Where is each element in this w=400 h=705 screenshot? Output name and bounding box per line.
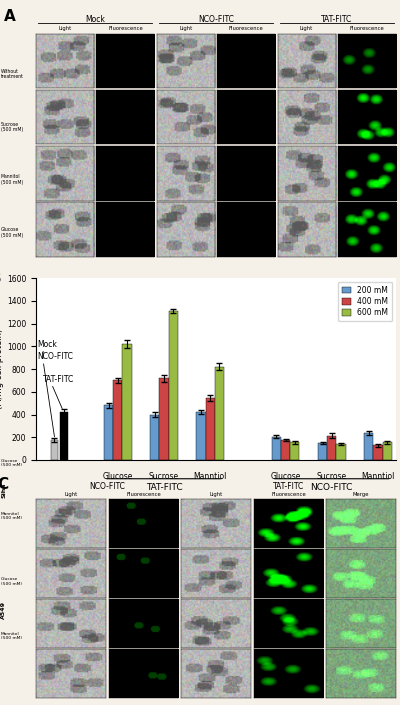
Text: Manntiol: Manntiol: [194, 472, 227, 481]
Text: Glucose
(500 mM): Glucose (500 mM): [1, 227, 23, 238]
Text: Sucrose: Sucrose: [149, 472, 179, 481]
Bar: [382, 442, 392, 460]
Text: TAT-FITC: TAT-FITC: [43, 374, 74, 384]
Bar: [150, 415, 159, 460]
Text: Merge: Merge: [353, 492, 369, 497]
Text: NCO-FITC: NCO-FITC: [37, 352, 73, 361]
Text: TAT-FITC: TAT-FITC: [321, 16, 352, 25]
Bar: [50, 440, 58, 460]
Bar: [364, 434, 373, 460]
Text: Mannitol
(500 mM): Mannitol (500 mM): [1, 174, 23, 185]
Text: Fluorescence: Fluorescence: [108, 26, 143, 31]
Text: Fluorescence: Fluorescence: [350, 26, 384, 31]
Text: C: C: [0, 477, 9, 492]
Text: B: B: [0, 271, 1, 286]
Bar: [159, 378, 168, 460]
Text: Glucose
(500 mM): Glucose (500 mM): [1, 577, 22, 586]
Y-axis label: Fluorescence Intensity
(FI/mg cell protein): Fluorescence Intensity (FI/mg cell prote…: [0, 321, 4, 417]
Bar: [122, 344, 132, 460]
Text: Siha: Siha: [1, 482, 6, 498]
Text: Glucose: Glucose: [270, 472, 301, 481]
Legend: 200 mM, 400 mM, 600 mM: 200 mM, 400 mM, 600 mM: [338, 282, 392, 321]
Text: NCO-FITC: NCO-FITC: [198, 16, 234, 25]
Text: Glucose
(500 mM): Glucose (500 mM): [1, 459, 22, 467]
Text: Light: Light: [300, 26, 313, 31]
Bar: [281, 440, 290, 460]
Text: Sucrose: Sucrose: [317, 472, 347, 481]
Text: Light: Light: [64, 492, 78, 497]
Text: Mock: Mock: [85, 16, 105, 25]
Bar: [215, 367, 224, 460]
Text: A: A: [4, 9, 16, 24]
Bar: [373, 445, 382, 460]
Bar: [113, 381, 122, 460]
Bar: [60, 412, 68, 460]
Bar: [168, 311, 178, 460]
Text: Light: Light: [209, 492, 223, 497]
Bar: [206, 398, 215, 460]
Text: A549: A549: [1, 601, 6, 619]
Bar: [272, 436, 281, 460]
Text: Glucose: Glucose: [103, 472, 133, 481]
Text: Mannitol
(500 mM): Mannitol (500 mM): [1, 632, 22, 640]
Text: Sucrose
(500 mM): Sucrose (500 mM): [1, 121, 23, 133]
Bar: [196, 412, 206, 460]
Bar: [290, 442, 300, 460]
Text: Light: Light: [58, 26, 72, 31]
Bar: [104, 405, 113, 460]
Text: Fluorescence: Fluorescence: [126, 492, 161, 497]
Text: TAT-FITC: TAT-FITC: [146, 483, 182, 491]
Text: Fluorescence: Fluorescence: [271, 492, 306, 497]
Text: Without
treatment: Without treatment: [1, 68, 24, 80]
Bar: [318, 443, 327, 460]
Bar: [336, 444, 346, 460]
Text: Mock: Mock: [37, 341, 57, 350]
Text: NCO-FITC: NCO-FITC: [311, 483, 353, 491]
Text: Mannitol
(500 mM): Mannitol (500 mM): [1, 512, 22, 520]
Text: Fluorescence: Fluorescence: [229, 26, 264, 31]
Text: Manntiol: Manntiol: [361, 472, 395, 481]
Bar: [327, 436, 336, 460]
Text: TAT-FITC: TAT-FITC: [273, 482, 304, 491]
Text: Light: Light: [179, 26, 192, 31]
Text: NCO-FITC: NCO-FITC: [89, 482, 125, 491]
